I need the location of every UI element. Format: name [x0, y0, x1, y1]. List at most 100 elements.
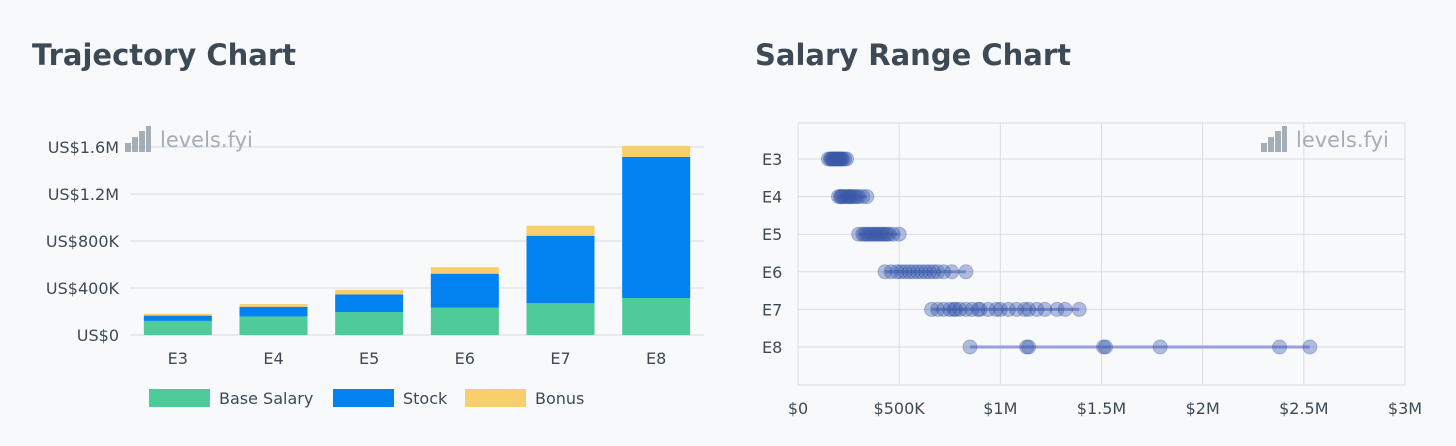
- data-point-e6: [958, 264, 974, 280]
- bar-base-salary-e8: [622, 297, 691, 335]
- y-tick-label: US$400K: [46, 279, 120, 298]
- data-point-e6: [926, 264, 942, 280]
- y-tick-label: US$800K: [46, 232, 120, 251]
- data-point-e6: [913, 264, 929, 280]
- data-point-e4: [834, 189, 850, 205]
- data-point-e7: [972, 301, 988, 317]
- x-tick-label: $0: [788, 399, 808, 418]
- data-point-e5: [851, 226, 867, 242]
- data-point-e6: [917, 264, 933, 280]
- data-point-e5: [863, 226, 879, 242]
- data-point-e8: [1272, 339, 1288, 355]
- legend-label: Base Salary: [219, 389, 313, 408]
- x-tick-label: E3: [168, 349, 188, 368]
- data-point-e8: [1096, 339, 1112, 355]
- y-tick-label: US$1.2M: [48, 185, 119, 204]
- data-point-e5: [865, 226, 881, 242]
- data-point-e3: [824, 151, 840, 167]
- data-point-e5: [867, 226, 883, 242]
- data-point-e4: [845, 189, 861, 205]
- data-point-e7: [930, 301, 946, 317]
- data-point-e7: [1009, 301, 1025, 317]
- data-point-e5: [869, 226, 885, 242]
- legend-label: Bonus: [535, 389, 584, 408]
- data-point-e7: [948, 301, 964, 317]
- logo-step: [1261, 143, 1267, 152]
- trajectory-panel: Trajectory Chart US$0 US$400K US$800K US$1.…: [32, 38, 704, 408]
- y-tick-label: E3: [762, 150, 782, 169]
- logo-step: [146, 126, 151, 152]
- bar-bonus-e4: [239, 304, 308, 307]
- y-grid: [130, 146, 704, 336]
- data-point-e8: [1302, 339, 1318, 355]
- data-point-e3: [839, 151, 855, 167]
- x-tick-label: E8: [646, 349, 666, 368]
- data-point-e6: [883, 264, 899, 280]
- logo-step: [139, 131, 145, 152]
- data-point-e7: [942, 301, 958, 317]
- x-tick-label: E5: [359, 349, 379, 368]
- bar-bonus-e3: [143, 313, 212, 316]
- data-point-e4: [832, 189, 848, 205]
- data-point-e6: [877, 264, 893, 280]
- y-tick-label: E4: [762, 188, 782, 207]
- bar-base-salary-e6: [430, 307, 499, 335]
- x-tick-label: $2.5M: [1279, 399, 1328, 418]
- data-point-e4: [837, 189, 853, 205]
- data-point-e7: [1049, 301, 1065, 317]
- watermark: levels.fyi: [125, 126, 253, 152]
- data-point-e6: [930, 264, 946, 280]
- data-point-e7: [988, 301, 1004, 317]
- data-point-e5: [861, 226, 877, 242]
- data-point-e7: [1071, 301, 1087, 317]
- data-point-e5: [891, 226, 907, 242]
- data-point-e5: [875, 226, 891, 242]
- data-point-e7: [1017, 301, 1033, 317]
- bar-stock-e8: [622, 156, 691, 298]
- y-tick-label: US$0: [77, 326, 119, 345]
- data-point-e3: [831, 151, 847, 167]
- bar-bonus-e8: [622, 145, 691, 157]
- data-point-e4: [842, 189, 858, 205]
- y-tick-label: E5: [762, 225, 782, 244]
- data-point-e5: [879, 226, 895, 242]
- data-point-e8: [962, 339, 978, 355]
- bar-stock-e3: [143, 315, 212, 321]
- legend-label: Stock: [403, 389, 448, 408]
- data-point-e3: [828, 151, 844, 167]
- bar-bonus-e7: [526, 225, 595, 236]
- data-point-e6: [897, 264, 913, 280]
- data-point-e7: [1057, 301, 1073, 317]
- data-point-e7: [980, 301, 996, 317]
- logo-step: [132, 137, 138, 152]
- data-point-e7: [992, 301, 1008, 317]
- grid: [797, 122, 1406, 386]
- data-point-e3: [829, 151, 845, 167]
- salary-range-chart-title: Salary Range Chart: [755, 38, 1071, 72]
- bar-stock-e4: [239, 306, 308, 317]
- watermark-text: levels.fyi: [160, 128, 253, 152]
- bar-stock-e7: [526, 235, 595, 304]
- data-point-e8: [1019, 339, 1035, 355]
- data-point-e4: [849, 189, 865, 205]
- data-point-e3: [827, 151, 843, 167]
- watermark-text: levels.fyi: [1296, 128, 1389, 152]
- legend: Base Salary Stock Bonus: [149, 389, 584, 408]
- data-point-e5: [885, 226, 901, 242]
- data-point-e3: [830, 151, 846, 167]
- x-tick-label: E6: [455, 349, 475, 368]
- bar-base-salary-e4: [239, 316, 308, 335]
- x-tick-label: $500K: [874, 399, 926, 418]
- bar-stock-e6: [430, 273, 499, 308]
- data-point-e3: [825, 151, 841, 167]
- data-point-e7: [958, 301, 974, 317]
- data-point-e8: [1152, 339, 1168, 355]
- data-point-e5: [855, 226, 871, 242]
- data-point-e7: [970, 301, 986, 317]
- data-point-e4: [847, 189, 863, 205]
- bar-stock-e5: [335, 294, 404, 313]
- y-tick-label: E6: [762, 263, 782, 282]
- bar-base-salary-e3: [143, 320, 212, 335]
- watermark: levels.fyi: [1261, 126, 1389, 152]
- data-point-e3: [832, 151, 848, 167]
